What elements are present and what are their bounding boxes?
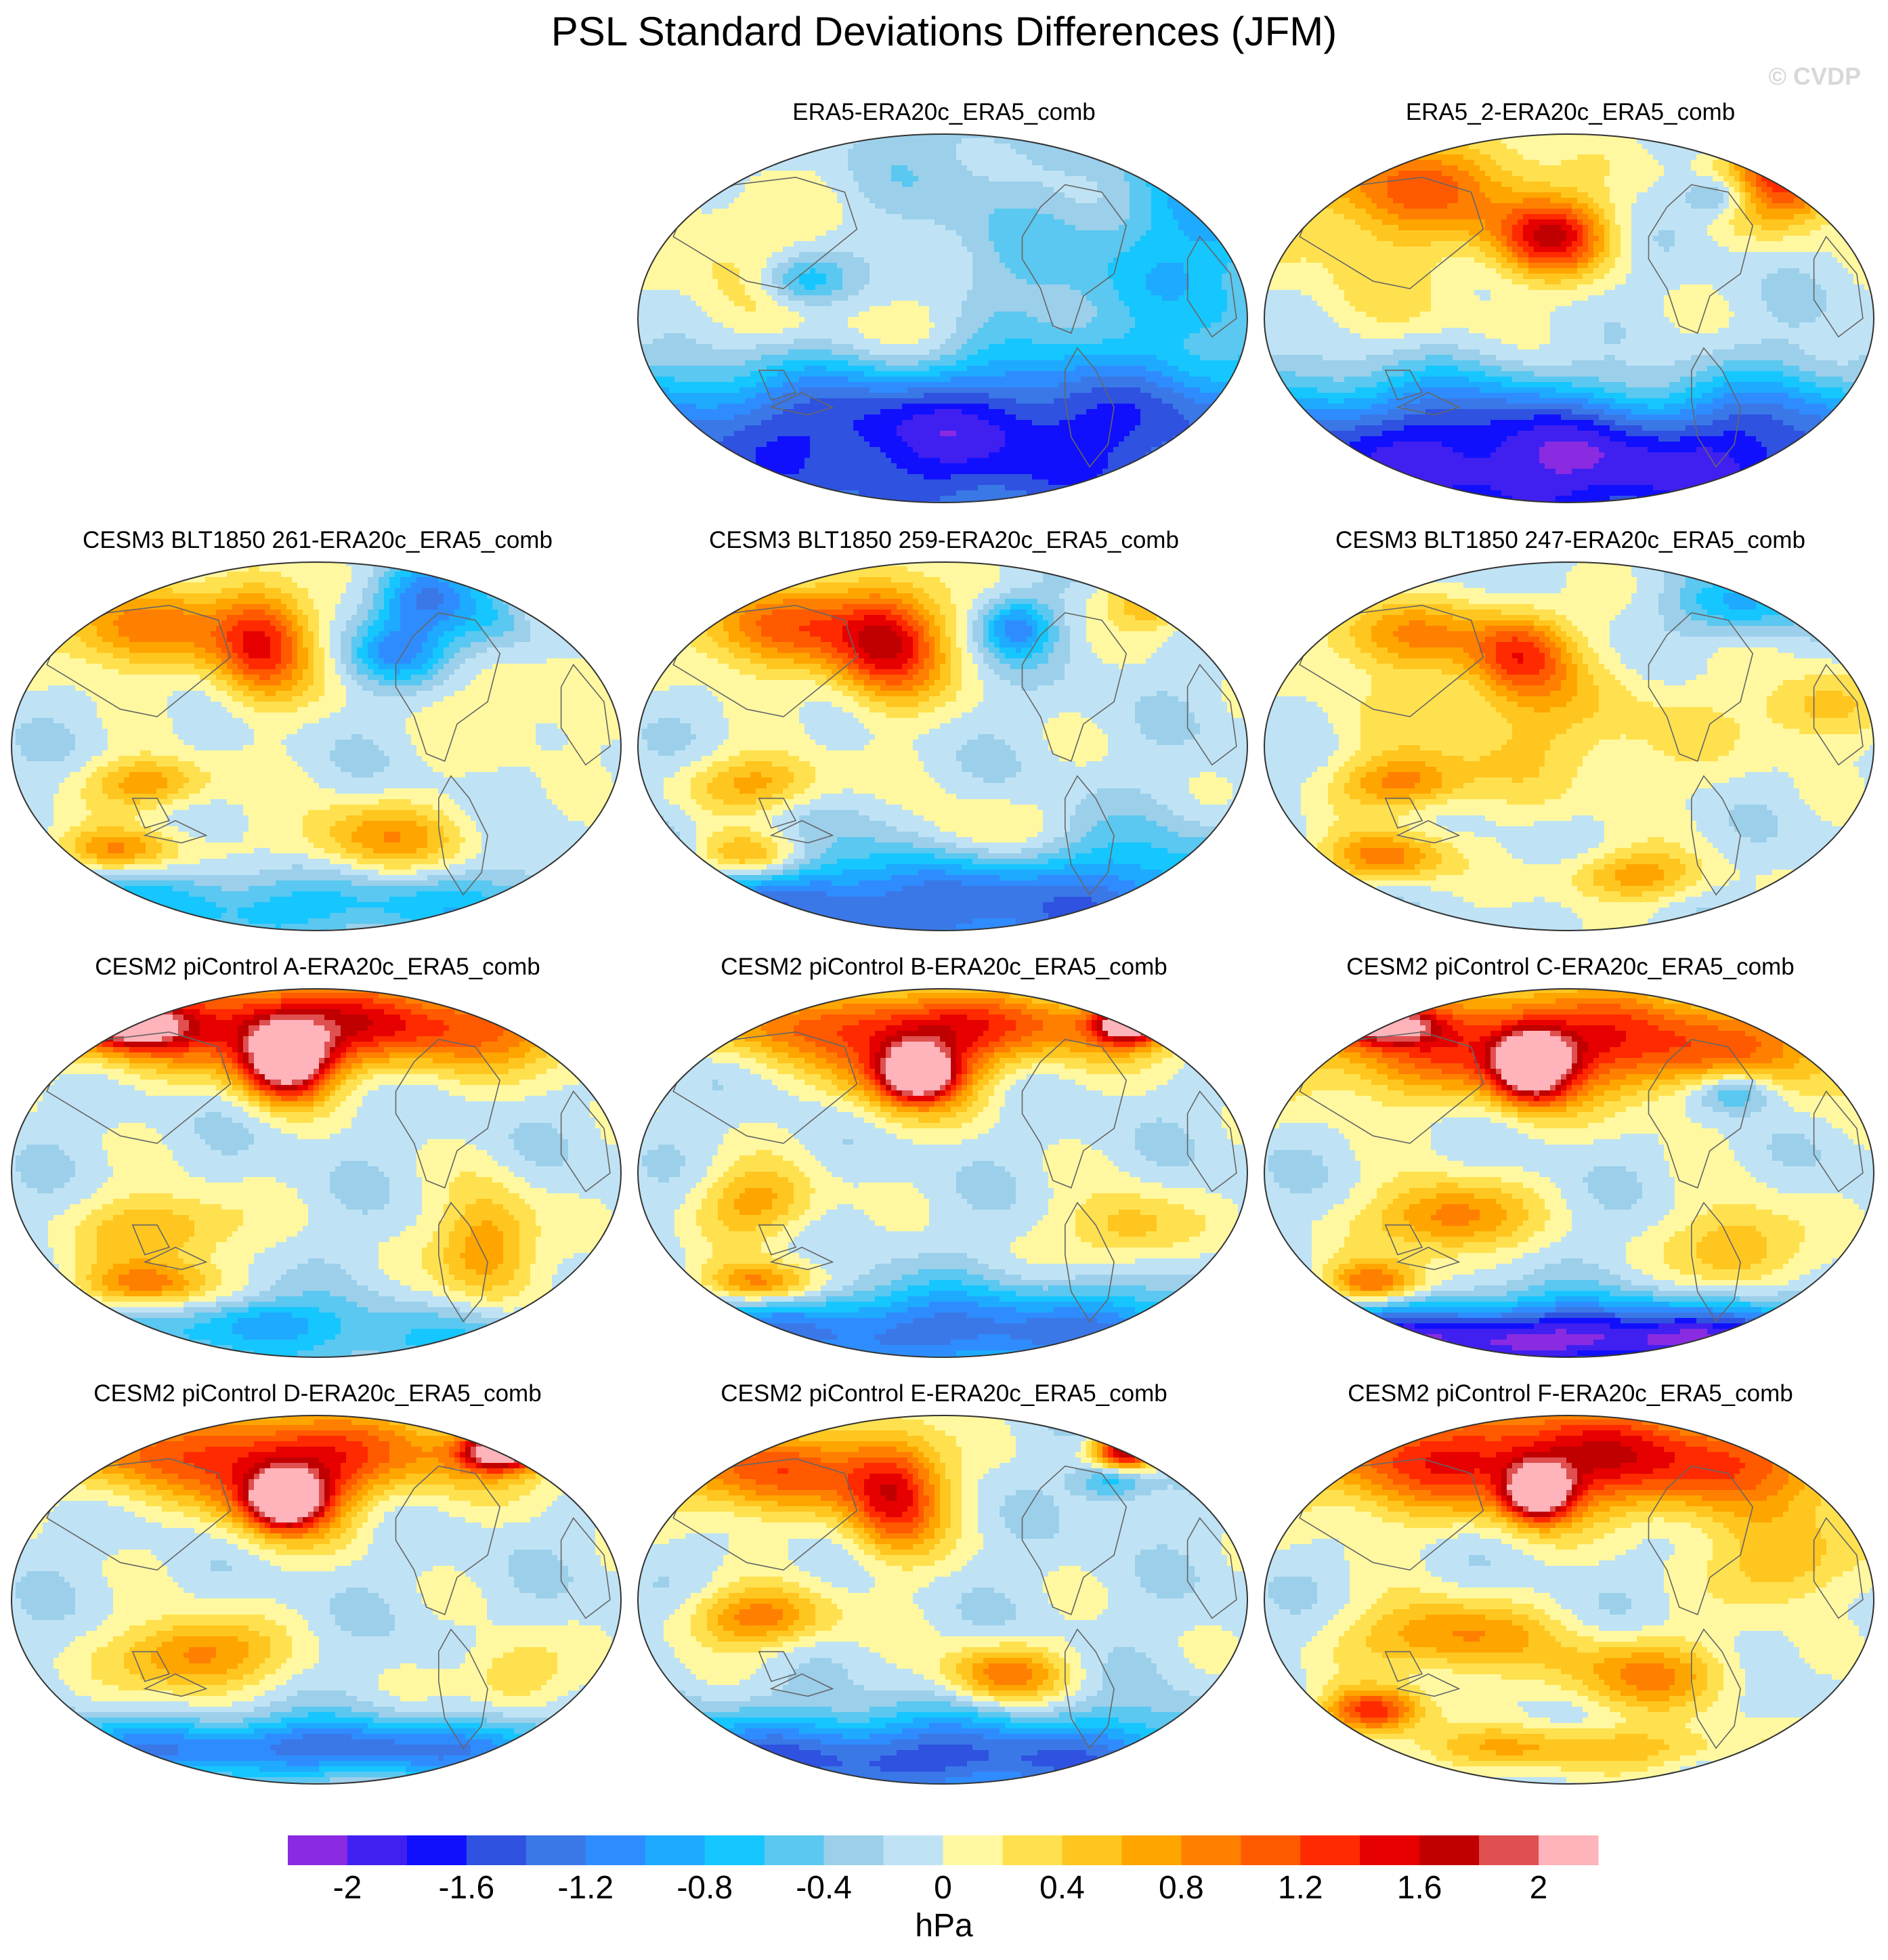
panel-title-9: CESM2 piControl D-ERA20c_ERA5_comb bbox=[13, 1380, 622, 1407]
cvdp-watermark: © CVDP bbox=[1768, 62, 1861, 91]
map-panel-1 bbox=[637, 133, 1249, 504]
map-field bbox=[1263, 1414, 1876, 1789]
panel-title-10: CESM2 piControl E-ERA20c_ERA5_comb bbox=[639, 1380, 1249, 1407]
colorbar-tick-label: -1.2 bbox=[557, 1869, 614, 1906]
colorbar-swatch bbox=[288, 1835, 347, 1865]
colorbar-swatch bbox=[347, 1835, 407, 1865]
colorbar-swatch bbox=[1062, 1835, 1121, 1865]
panel-title-4: CESM3 BLT1850 259-ERA20c_ERA5_comb bbox=[639, 527, 1249, 554]
main-title: PSL Standard Deviations Differences (JFM… bbox=[0, 8, 1888, 55]
colorbar-swatch bbox=[1419, 1835, 1479, 1865]
colorbar-swatch bbox=[1479, 1835, 1539, 1865]
map-field bbox=[1263, 133, 1876, 507]
colorbar-tick-label: 1.2 bbox=[1278, 1869, 1323, 1906]
colorbar-tick-label: 1.6 bbox=[1397, 1869, 1442, 1906]
colorbar-swatch bbox=[765, 1835, 824, 1865]
panel-title-11: CESM2 piControl F-ERA20c_ERA5_comb bbox=[1266, 1380, 1875, 1407]
map-panel-10 bbox=[637, 1414, 1249, 1785]
map-panel-5 bbox=[1263, 561, 1875, 932]
colorbar-swatch bbox=[884, 1835, 943, 1865]
colorbar-tick-label: 0 bbox=[934, 1869, 952, 1906]
colorbar-swatch bbox=[1181, 1835, 1241, 1865]
map-field bbox=[637, 1414, 1249, 1789]
map-panel-2 bbox=[1263, 133, 1875, 504]
panel-title-1: ERA5-ERA20c_ERA5_comb bbox=[639, 99, 1249, 126]
colorbar-tick-label: -0.8 bbox=[677, 1869, 733, 1906]
map-panel-8 bbox=[1263, 987, 1875, 1359]
colorbar-swatch bbox=[705, 1835, 765, 1865]
map-panel-6 bbox=[10, 987, 622, 1359]
map-field bbox=[10, 561, 623, 935]
colorbar-swatch bbox=[407, 1835, 467, 1865]
colorbar-swatch bbox=[1002, 1835, 1062, 1865]
map-panel-4 bbox=[637, 561, 1249, 932]
panel-title-8: CESM2 piControl C-ERA20c_ERA5_comb bbox=[1266, 954, 1875, 981]
map-field bbox=[1263, 987, 1876, 1362]
map-panel-3 bbox=[10, 561, 622, 932]
colorbar-swatch bbox=[1360, 1835, 1419, 1865]
map-field bbox=[10, 987, 623, 1362]
colorbar-unit-label: hPa bbox=[915, 1907, 972, 1944]
colorbar-swatch bbox=[1539, 1835, 1598, 1865]
colorbar-swatch bbox=[467, 1835, 526, 1865]
panel-title-5: CESM3 BLT1850 247-ERA20c_ERA5_comb bbox=[1266, 527, 1875, 554]
map-field bbox=[10, 1414, 623, 1789]
map-panel-7 bbox=[637, 987, 1249, 1359]
colorbar-swatch bbox=[943, 1835, 1003, 1865]
colorbar-swatch bbox=[824, 1835, 884, 1865]
colorbar-tick-label: 0.8 bbox=[1159, 1869, 1204, 1906]
map-field bbox=[637, 133, 1249, 507]
panel-title-6: CESM2 piControl A-ERA20c_ERA5_comb bbox=[13, 954, 622, 981]
colorbar-tick-label: 0.4 bbox=[1039, 1869, 1085, 1906]
colorbar-tick-label: -2 bbox=[333, 1869, 362, 1906]
colorbar-tick-label: -1.6 bbox=[439, 1869, 495, 1906]
map-field bbox=[637, 561, 1249, 935]
colorbar-swatch bbox=[1300, 1835, 1360, 1865]
colorbar-swatch bbox=[1121, 1835, 1181, 1865]
panel-title-7: CESM2 piControl B-ERA20c_ERA5_comb bbox=[639, 954, 1249, 981]
panel-title-2: ERA5_2-ERA20c_ERA5_comb bbox=[1266, 99, 1875, 126]
panel-title-3: CESM3 BLT1850 261-ERA20c_ERA5_comb bbox=[13, 527, 622, 554]
colorbar-swatch bbox=[526, 1835, 586, 1865]
colorbar-swatch bbox=[645, 1835, 705, 1865]
map-field bbox=[1263, 561, 1876, 935]
colorbar-swatch bbox=[1241, 1835, 1300, 1865]
map-field bbox=[637, 987, 1249, 1362]
colorbar-tick-label: 2 bbox=[1530, 1869, 1548, 1906]
map-panel-9 bbox=[10, 1414, 622, 1785]
colorbar-swatch bbox=[586, 1835, 645, 1865]
map-panel-11 bbox=[1263, 1414, 1875, 1785]
colorbar-tick-label: -0.4 bbox=[796, 1869, 852, 1906]
